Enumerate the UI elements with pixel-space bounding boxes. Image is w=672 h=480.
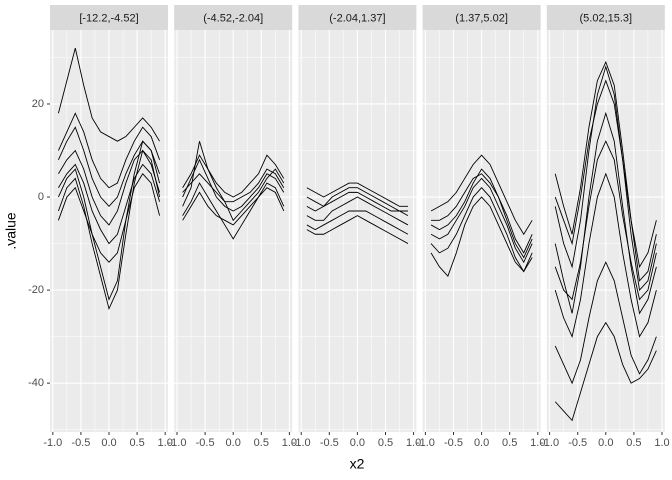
data-line [58,163,161,245]
data-line [306,182,408,207]
data-line [430,177,533,264]
x-tick-label: 1.0 [282,437,297,449]
x-tick-label: 0.0 [474,437,489,449]
data-line [554,65,657,292]
data-line [306,210,409,235]
data-line [182,168,285,203]
x-tick-label: 1.0 [530,437,545,449]
x-tick-label: -0.5 [568,437,587,449]
x-tick-label: 0.5 [502,437,517,449]
strip-background [298,5,417,30]
data-line [430,187,533,273]
y-axis-title: .value [3,212,19,250]
x-tick-label: 1.0 [406,437,421,449]
data-line [554,261,657,385]
strip-background [422,5,541,30]
strip-label: (1.37,5.02] [455,12,508,24]
x-tick-label: 0.5 [378,437,393,449]
y-tick-label: -40 [28,377,44,389]
data-line [306,187,408,212]
data-line [58,112,160,189]
data-line [306,196,409,226]
data-line [182,182,285,240]
data-line [57,48,160,142]
strip-background [546,5,665,30]
strip-label: (-4.52,-2.04] [203,12,263,24]
x-tick-label: -0.5 [71,437,90,449]
data-line [182,158,285,212]
data-line [431,173,533,254]
y-tick-label: 0 [38,191,44,203]
strip-label: (-2.04,1.37] [329,12,385,24]
strip-label: [-12.2,-4.52] [79,12,138,24]
x-tick-label: 1.0 [158,437,173,449]
data-line [182,154,285,198]
x-tick-label: 0.0 [226,437,241,449]
data-line [430,154,533,236]
x-tick-label: 0.0 [350,437,365,449]
x-tick-label: -0.5 [196,437,215,449]
x-tick-label: 1.0 [654,437,669,449]
data-line [58,173,161,263]
x-axis-title: x2 [350,456,365,472]
x-tick-label: -1.0 [43,437,62,449]
panel: [-12.2,-4.52] -1.0 -0.5 0.0 0.5 1.0 [43,5,173,449]
data-line [554,172,657,339]
x-tick-label: 0.0 [101,437,116,449]
panel: (-2.04,1.37] -1.0 -0.5 0.0 0.5 1.0 [292,5,421,449]
data-line [430,168,533,259]
x-tick-label: -1.0 [292,437,311,449]
panel: (-4.52,-2.04] -1.0 -0.5 0.0 0.5 1.0 [168,5,297,449]
x-tick-label: -0.5 [320,437,339,449]
y-tick-label: -20 [28,284,44,296]
data-line [554,111,657,315]
x-tick-label: 0.5 [254,437,269,449]
x-tick-label: -1.0 [540,437,559,449]
x-tick-label: -1.0 [416,437,435,449]
data-line [182,141,285,222]
x-tick-label: 0.5 [129,437,144,449]
data-line [306,215,409,244]
data-line [58,149,161,311]
strip-background [50,5,168,30]
data-line [554,321,657,422]
x-tick-label: 0.5 [626,437,641,449]
panel: (1.37,5.02] -1.0 -0.5 0.0 0.5 1.0 [416,5,545,449]
x-tick-label: 0.0 [598,437,613,449]
data-line [182,187,285,226]
panel: (5.02,15.3] -1.0 -0.5 0.0 0.5 1.0 [540,5,670,449]
x-tick-label: -0.5 [444,437,463,449]
strip-label: (5.02,15.3] [580,12,633,24]
strip-background [174,5,293,30]
data-line [430,196,533,277]
x-tick-label: -1.0 [168,437,187,449]
data-line [554,60,657,269]
y-tick-label: 20 [32,98,44,110]
data-line [58,126,160,208]
data-line [554,140,657,301]
data-line [554,79,657,282]
